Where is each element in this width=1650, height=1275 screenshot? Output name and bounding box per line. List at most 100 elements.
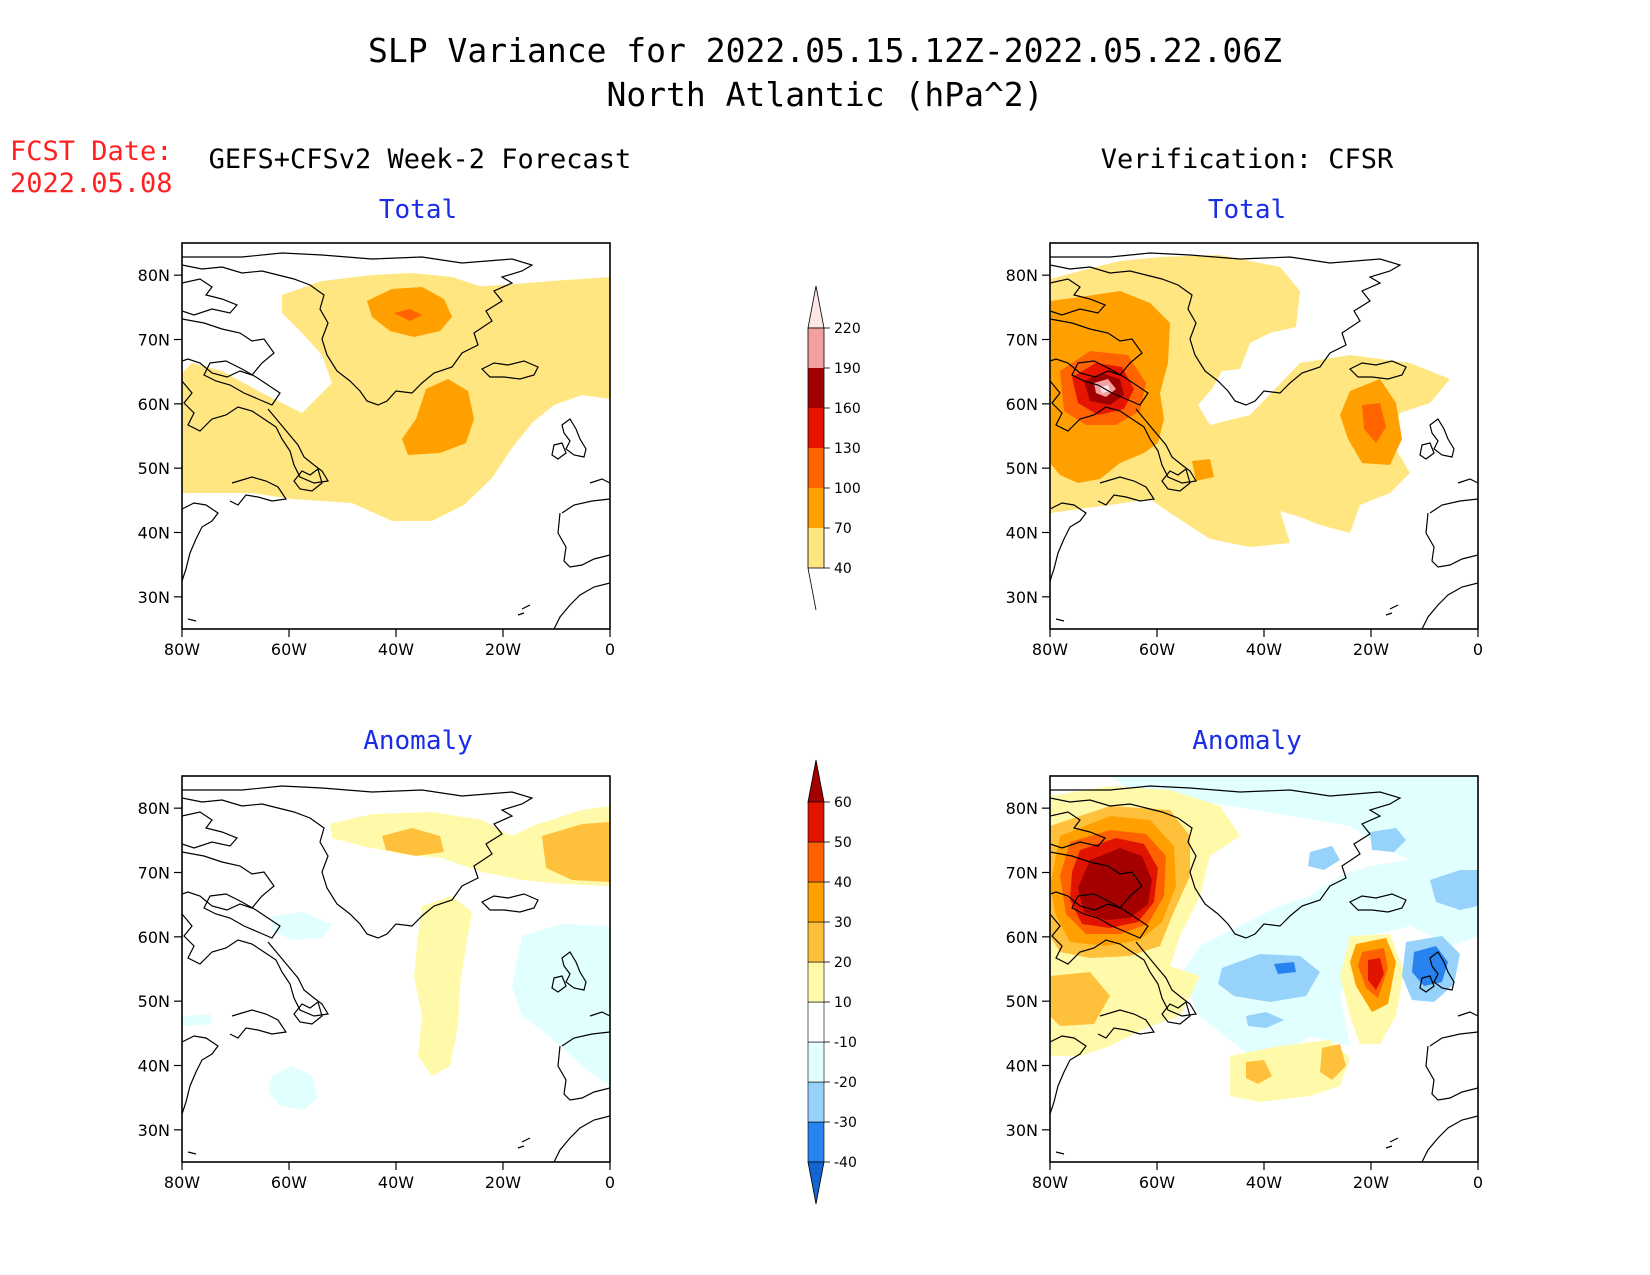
colorbar-total-box (808, 528, 824, 568)
vf-anom-neg-20-d (1308, 846, 1340, 870)
fc-anom-pos-mid (414, 896, 472, 1076)
colorbar-total-label: 190 (834, 361, 861, 377)
lat-label: 60N (1006, 395, 1038, 414)
colorbar-anomaly-box (807, 1001, 825, 1043)
lon-label: 80W (164, 640, 200, 659)
colorbar-anomaly-label: 30 (834, 915, 852, 931)
colorbar-total-label: 40 (834, 561, 852, 577)
lon-label: 20W (485, 1173, 521, 1192)
lon-label: 0 (605, 1173, 615, 1192)
left-header: GEFS+CFSv2 Week-2 Forecast (209, 144, 632, 175)
colorbar-anomaly-label: -20 (834, 1075, 857, 1091)
colorbar-anomaly-label: 60 (834, 795, 852, 811)
lat-label: 70N (1006, 864, 1038, 883)
vf-total-100-east (1362, 403, 1386, 443)
colorbar-anomaly-label: 50 (834, 835, 852, 851)
lon-label: 40W (1246, 640, 1282, 659)
lat-label: 30N (1006, 588, 1038, 607)
vf-anom-neg-30-b (1274, 962, 1296, 974)
lon-label: 0 (1473, 640, 1483, 659)
lat-label: 70N (1006, 331, 1038, 350)
lon-label: 0 (1473, 1173, 1483, 1192)
colorbar-total-label: 220 (834, 321, 861, 337)
panel-forecast-anomaly (181, 775, 611, 1163)
fc-anom-pos-north (330, 806, 610, 886)
fc-anom-neg-sw (268, 1066, 318, 1110)
lon-label: 40W (378, 640, 414, 659)
vf-anom-neg-20-f (1246, 1012, 1284, 1028)
fc-anom-neg-w2 (182, 1014, 212, 1026)
fc-total-70-mid (402, 379, 474, 455)
colorbar-anomaly-bottom-triangle (807, 1161, 825, 1205)
fcst-date-label: FCST Date: (10, 136, 173, 167)
lon-label: 60W (1139, 1173, 1175, 1192)
lat-label: 60N (1006, 928, 1038, 947)
panel-verification-anomaly (1049, 775, 1479, 1163)
lon-label: 80W (1032, 640, 1068, 659)
colorbar-anomaly-label: -30 (834, 1115, 857, 1131)
fc-anom-neg-east (512, 924, 610, 1086)
colorbar-total-label: 100 (834, 481, 861, 497)
lat-label: 70N (138, 331, 170, 350)
lat-label: 40N (1006, 1057, 1038, 1076)
vf-anom-pos-20-sw (1050, 972, 1110, 1026)
fc-anom-pos-north-20 (382, 828, 444, 856)
vf-anom-neg-30 (1412, 946, 1448, 986)
axis-labels: 80N 70N 60N 50N 40N 30N 80W 60W 40W 20W 0 80N 70N 60N… (138, 266, 1483, 1192)
colorbar-anomaly-box (807, 1121, 825, 1163)
lat-label: 30N (138, 588, 170, 607)
lat-label: 70N (138, 864, 170, 883)
lon-label: 20W (1353, 640, 1389, 659)
fc-total-40-region (182, 277, 610, 521)
colorbar-anomaly-label: 40 (834, 875, 852, 891)
panel-forecast-total (181, 242, 611, 630)
lat-label: 60N (138, 395, 170, 414)
lon-label: 60W (271, 640, 307, 659)
colorbar-anomaly-label: -10 (834, 1035, 857, 1051)
colorbar-anomaly-box (807, 841, 825, 883)
colorbar-anomaly-box (807, 1041, 825, 1083)
lat-label: 30N (138, 1121, 170, 1140)
vf-anom-pos-10-south (1230, 1040, 1350, 1102)
fc-anom-pos-east-20 (542, 822, 610, 882)
colorbar-total-box (808, 448, 824, 488)
lat-label: 80N (1006, 799, 1038, 818)
colorbar-total-label: 130 (834, 441, 861, 457)
colorbar-anomaly-box (807, 961, 825, 1003)
lat-label: 50N (1006, 992, 1038, 1011)
chart-title: SLP Variance for 2022.05.15.12Z-2022.05.… (368, 31, 1282, 70)
vf-anom-neg-20-e (1430, 870, 1478, 910)
vf-anom-pos-60 (1078, 848, 1152, 920)
lat-label: 50N (138, 459, 170, 478)
lat-label: 40N (138, 524, 170, 543)
lon-label: 0 (605, 640, 615, 659)
vf-total-70-small (1192, 459, 1214, 481)
colorbar-total-label: 70 (834, 521, 852, 537)
panel-verification-total (1049, 242, 1479, 630)
panel-title-vf-total: Total (1208, 195, 1286, 225)
colorbar-total: 40 70 100 130 160 190 220 (807, 285, 861, 611)
colorbar-total-box (808, 408, 824, 448)
right-header: Verification: CFSR (1101, 144, 1394, 175)
lat-label: 40N (1006, 524, 1038, 543)
fc-total-100-north (394, 309, 422, 321)
vf-anom-neg-20-c (1370, 828, 1406, 852)
lon-label: 40W (378, 1173, 414, 1192)
colorbar-anomaly-label: 20 (834, 955, 852, 971)
lat-label: 80N (138, 799, 170, 818)
fcst-date-value: 2022.05.08 (10, 168, 173, 199)
lon-label: 80W (164, 1173, 200, 1192)
colorbar-total-box (808, 368, 824, 408)
colorbar-anomaly-box (807, 921, 825, 963)
lon-label: 80W (1032, 1173, 1068, 1192)
lat-label: 60N (138, 928, 170, 947)
colorbar-total-box (808, 488, 824, 528)
colorbar-total-label: 160 (834, 401, 861, 417)
lat-label: 80N (1006, 266, 1038, 285)
panel-title-fc-anom: Anomaly (363, 726, 473, 756)
panel-title-vf-anom: Anomaly (1192, 726, 1302, 756)
colorbar-anomaly-label: 10 (834, 995, 852, 1011)
lat-label: 80N (138, 266, 170, 285)
lon-label: 20W (485, 640, 521, 659)
vf-anom-pos-50-east (1368, 958, 1384, 990)
